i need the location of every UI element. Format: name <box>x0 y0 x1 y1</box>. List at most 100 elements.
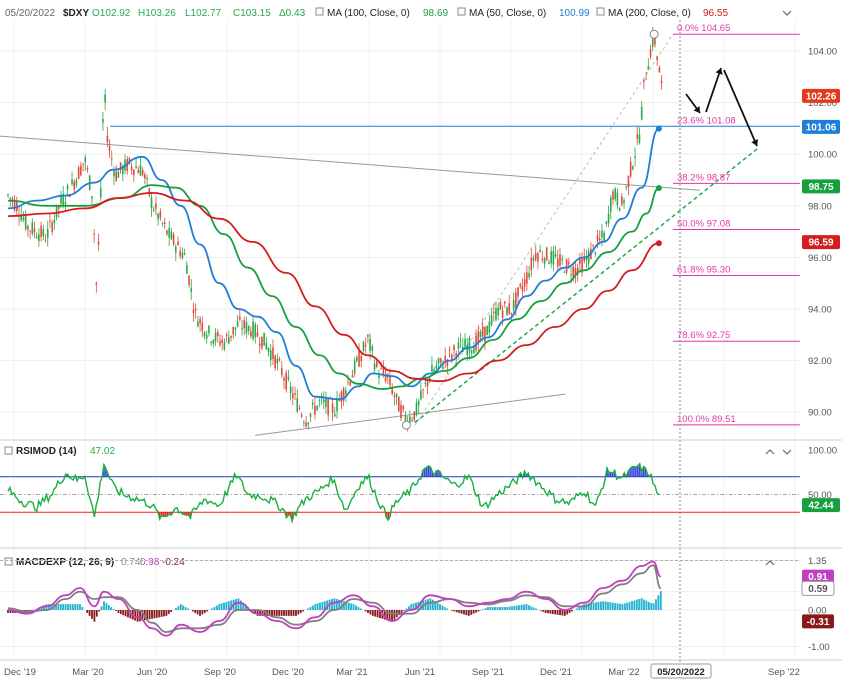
x-tick-label: Dec '19 <box>4 667 36 678</box>
candle-body <box>96 283 98 285</box>
macd-histogram-bar <box>134 610 136 621</box>
macd-histogram-bar <box>221 603 223 610</box>
macd-histogram-bar <box>185 607 187 610</box>
candle-body <box>458 343 460 349</box>
macd-histogram-bar <box>437 603 439 610</box>
candle-body <box>206 335 208 339</box>
macd-histogram-bar <box>446 609 448 610</box>
macd-histogram-bar <box>295 610 297 616</box>
candle-body <box>149 188 151 195</box>
macd-histogram-bar <box>62 604 64 610</box>
candle-body <box>7 194 9 195</box>
candle-body <box>131 166 133 170</box>
macd-histogram-bar <box>228 601 230 610</box>
candle-body <box>539 250 541 252</box>
macd-histogram-bar <box>372 610 374 616</box>
candle-body <box>80 166 82 176</box>
macd-histogram-bar <box>466 610 468 615</box>
candle-body <box>270 350 272 360</box>
macd-histogram-bar <box>550 610 552 614</box>
candle-body <box>400 405 402 419</box>
candle-body <box>243 320 245 328</box>
candle-body <box>506 307 508 315</box>
macd-histogram-bar <box>511 606 513 610</box>
candle-body <box>84 157 86 162</box>
candle-body <box>277 359 279 364</box>
macd-histogram-bar <box>655 599 657 610</box>
macd-histogram-bar <box>439 604 441 610</box>
macd-histogram-bar <box>166 610 168 616</box>
candle-body <box>82 163 84 164</box>
macd-histogram-bar <box>103 601 105 610</box>
candle-body <box>519 284 521 287</box>
candle-body <box>58 206 60 209</box>
macd-histogram-bar <box>646 601 648 610</box>
candle-body <box>431 365 433 372</box>
macd-tag-label: 0.59 <box>808 584 828 595</box>
macd-histogram-bar <box>478 610 480 611</box>
candle-body <box>155 203 157 208</box>
macd-histogram-bar <box>650 603 652 610</box>
rsi-value: 47.02 <box>90 446 115 457</box>
macd-value-c: -0.24 <box>162 557 185 568</box>
candle-body <box>40 226 42 237</box>
candle-body <box>606 222 608 224</box>
candle-body <box>570 274 572 275</box>
macd-histogram-bar <box>286 610 288 616</box>
candle-body <box>182 253 184 258</box>
candle-body <box>555 254 557 256</box>
macd-histogram-bar <box>502 607 504 610</box>
candle-body <box>411 420 413 421</box>
candle-body <box>511 313 513 315</box>
candle-body <box>347 382 349 383</box>
x-tick-label: Jun '21 <box>405 667 435 678</box>
candle-body <box>535 253 537 260</box>
candle-body <box>316 406 318 410</box>
fib-level-label: 0.0% 104.65 <box>677 23 730 34</box>
macd-histogram-bar <box>238 598 240 610</box>
macd-histogram-bar <box>634 600 636 610</box>
candle-body <box>349 382 351 385</box>
candle-body <box>625 186 627 187</box>
candle-body <box>204 332 206 336</box>
x-tick-label: Dec '21 <box>540 667 572 678</box>
macd-histogram-bar <box>593 603 595 610</box>
macd-value-a: 0.74 <box>121 557 141 568</box>
macd-histogram-bar <box>470 610 472 615</box>
macd-histogram-bar <box>516 606 518 610</box>
macd-histogram-bar <box>74 604 76 610</box>
fib-anchor-low[interactable] <box>402 421 410 429</box>
candle-body <box>508 303 510 313</box>
candle-body <box>248 326 250 331</box>
macd-histogram-bar <box>514 606 516 610</box>
candle-body <box>263 333 265 346</box>
macd-histogram-bar <box>72 604 74 610</box>
macd-histogram-bar <box>235 599 237 610</box>
candle-body <box>612 191 614 199</box>
x-tick-label: Sep '20 <box>204 667 236 678</box>
macd-histogram-bar <box>451 610 453 611</box>
candle-body <box>648 66 650 69</box>
candle-body <box>380 368 382 369</box>
candle-body <box>564 272 566 273</box>
candle-body <box>221 339 223 342</box>
candle-body <box>378 375 380 378</box>
candle-body <box>436 365 438 368</box>
macd-histogram-bar <box>377 610 379 617</box>
candle-body <box>394 396 396 397</box>
x-tick-label: Mar '21 <box>336 667 367 678</box>
candle-body <box>31 222 33 234</box>
candle-body <box>241 328 243 330</box>
fib-anchor-high[interactable] <box>650 30 658 38</box>
candle-body <box>546 248 548 260</box>
macd-histogram-bar <box>432 600 434 610</box>
candle-body <box>274 356 276 368</box>
macd-histogram-bar <box>300 610 302 613</box>
candle-body <box>305 422 307 426</box>
candle-body <box>451 355 453 359</box>
macd-histogram-bar <box>94 610 96 622</box>
candle-body <box>473 348 475 354</box>
macd-histogram-bar <box>638 599 640 610</box>
macd-histogram-bar <box>545 610 547 613</box>
